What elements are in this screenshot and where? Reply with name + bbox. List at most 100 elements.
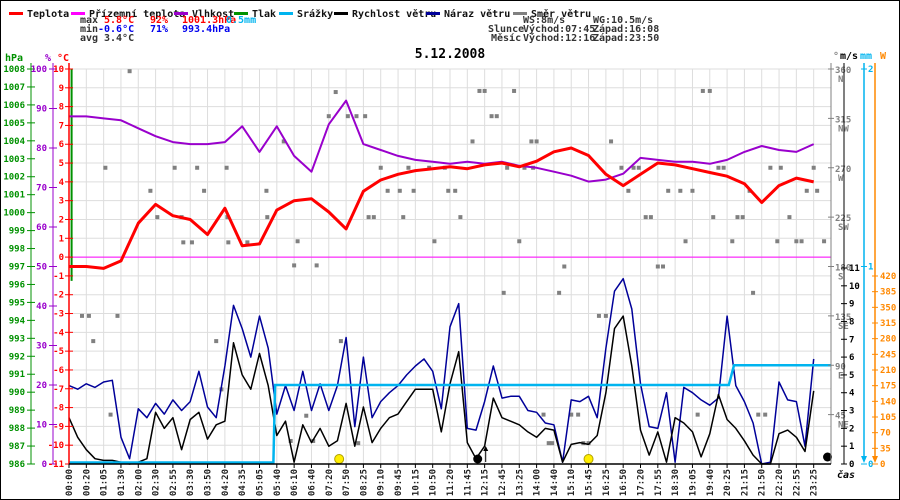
svg-text:0: 0	[880, 460, 885, 470]
wind-direction-dot	[214, 339, 219, 344]
wind-direction-dot	[103, 165, 108, 170]
wind-direction-dot	[127, 69, 132, 74]
svg-text:225: 225	[835, 214, 851, 224]
wind-direction-dot	[678, 188, 683, 193]
wind-direction-dot	[756, 412, 761, 417]
time-tick-label: 09:45	[394, 469, 404, 496]
wind-direction-dot	[202, 188, 207, 193]
legend-swatch-5	[279, 12, 293, 15]
info-moonset: Západ:23:50	[593, 33, 660, 44]
stat-min-humidity: 71%	[150, 24, 169, 35]
time-tick-label: 19:40	[706, 469, 716, 496]
svg-text:S: S	[838, 273, 843, 283]
svg-text:3: 3	[59, 197, 64, 207]
stat-avg-label: avg	[80, 33, 99, 44]
svg-text:315: 315	[880, 319, 896, 329]
stat-max-temp: 5.8°C	[104, 15, 135, 26]
wind-direction-dot	[371, 215, 376, 220]
time-tick-label: 18:30	[671, 469, 681, 496]
wind-direction-dot	[326, 114, 331, 119]
time-tick-label: 06:40	[307, 469, 317, 496]
legend-swatch-3	[174, 12, 188, 15]
wind-direction-dot	[366, 215, 371, 220]
stat-precip-total: 0.5mm	[226, 15, 257, 26]
legend-swatch-6	[334, 12, 348, 15]
svg-text:2: 2	[59, 215, 64, 225]
svg-text:-1: -1	[53, 272, 64, 282]
svg-text:90: 90	[36, 105, 47, 115]
wind-direction-dot	[411, 188, 416, 193]
wind-direction-dot	[815, 188, 820, 193]
wind-direction-dot	[562, 264, 567, 269]
svg-text:991: 991	[9, 370, 25, 380]
chart-title: 5.12.2008	[414, 47, 486, 62]
moonrise-marker	[473, 454, 483, 464]
time-tick-label: 00:20	[82, 469, 92, 496]
svg-text:20: 20	[36, 381, 47, 391]
svg-text:E: E	[838, 371, 843, 381]
wind-direction-dot	[811, 165, 816, 170]
svg-text:10: 10	[36, 421, 47, 431]
wind-direction-dot	[740, 215, 745, 220]
svg-text:0: 0	[868, 460, 873, 470]
svg-text:mm: mm	[860, 51, 872, 62]
wind-direction-dot	[385, 188, 390, 193]
legend-swatch-4	[234, 12, 248, 15]
wind-direction-dot	[586, 441, 591, 446]
legend-swatch-7	[426, 12, 440, 15]
wind-direction-dot	[265, 215, 270, 220]
svg-text:7: 7	[59, 121, 64, 131]
wind-direction-dot	[264, 188, 269, 193]
wind-direction-dot	[345, 114, 350, 119]
svg-text:N: N	[838, 75, 843, 85]
svg-text:1: 1	[59, 234, 64, 244]
legend-label: Rychlost větru	[352, 9, 437, 20]
svg-text:7: 7	[849, 335, 854, 345]
svg-text:0: 0	[42, 460, 47, 470]
wind-direction-dot	[541, 412, 546, 417]
svg-text:1003: 1003	[3, 155, 25, 165]
wind-direction-dot	[631, 165, 636, 170]
wind-direction-dot	[288, 438, 293, 443]
time-tick-label: 22:55	[792, 469, 802, 496]
wind-direction-dot	[596, 313, 601, 318]
time-tick-label: 19:05	[688, 469, 698, 496]
svg-text:5: 5	[849, 371, 854, 381]
wind-direction-dot	[768, 165, 773, 170]
wind-direction-dot	[529, 139, 534, 144]
svg-text:40: 40	[36, 302, 47, 312]
legend-label: Směr větru	[531, 9, 592, 20]
stat-min-temp: -0.6°C	[98, 24, 135, 35]
svg-text:W: W	[838, 174, 844, 184]
svg-text:994: 994	[9, 316, 26, 326]
wind-direction-dot	[501, 290, 506, 295]
wind-direction-dot	[458, 215, 463, 220]
wind-direction-dot	[292, 263, 297, 268]
time-tick-label: 08:25	[359, 469, 369, 496]
svg-text:135: 135	[835, 313, 851, 323]
wind-direction-dot	[378, 165, 383, 170]
wind-direction-dot	[195, 165, 200, 170]
svg-text:210: 210	[880, 366, 896, 376]
wind-direction-dot	[397, 188, 402, 193]
wind-direction-dot	[512, 88, 517, 93]
time-tick-label: 04:20	[221, 469, 231, 496]
info-sunset: Západ:16:08	[593, 24, 660, 35]
svg-text:1: 1	[849, 442, 854, 452]
wind-direction-dot	[716, 165, 721, 170]
moonrise-arrow-icon	[483, 446, 489, 462]
svg-text:0: 0	[849, 460, 854, 470]
wind-direction-dot	[794, 239, 799, 244]
legend-swatch-2	[71, 12, 85, 15]
wind-direction-dot	[666, 188, 671, 193]
time-tick-label: 13:25	[515, 469, 525, 496]
svg-text:-5: -5	[53, 347, 64, 357]
svg-text:385: 385	[880, 288, 896, 298]
wind-direction-dot	[636, 165, 641, 170]
svg-text:W: W	[880, 51, 887, 62]
svg-text:990: 990	[9, 388, 25, 398]
time-tick-label: 02:00	[134, 469, 144, 496]
